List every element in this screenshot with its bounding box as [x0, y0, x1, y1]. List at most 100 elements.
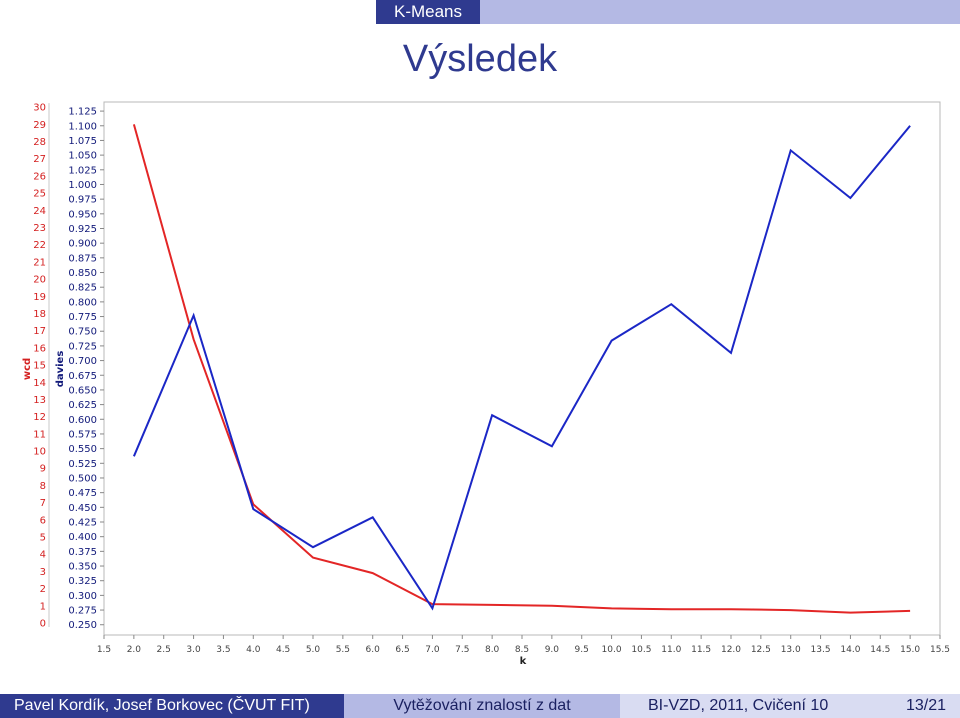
davies-tick-label: 0.250: [68, 620, 97, 631]
davies-tick-label: 0.475: [68, 488, 97, 499]
x-tick-label: 5.0: [306, 645, 321, 655]
x-tick-label: 3.5: [216, 645, 230, 655]
wcd-tick-label: 4: [40, 550, 46, 561]
wcd-tick-label: 6: [40, 515, 46, 526]
davies-tick-label: 1.025: [68, 165, 97, 176]
wcd-tick-label: 29: [33, 120, 46, 131]
wcd-tick-label: 0: [40, 618, 46, 629]
davies-tick-label: 1.125: [68, 107, 97, 118]
wcd-tick-label: 1: [40, 601, 46, 612]
davies-tick-label: 0.950: [68, 209, 97, 220]
wcd-tick-label: 5: [40, 532, 46, 543]
davies-tick-label: 0.550: [68, 444, 97, 455]
davies-tick-label: 0.500: [68, 473, 97, 484]
footer-authors: Pavel Kordík, Josef Borkovec (ČVUT FIT): [0, 694, 344, 718]
davies-tick-label: 0.775: [68, 312, 97, 323]
wcd-tick-label: 3: [40, 567, 46, 578]
x-tick-label: 11.5: [691, 645, 711, 655]
x-tick-label: 5.5: [336, 645, 350, 655]
davies-tick-label: 0.650: [68, 385, 97, 396]
x-tick-label: 10.0: [602, 645, 622, 655]
davies-tick-label: 0.400: [68, 532, 97, 543]
x-tick-label: 9.0: [545, 645, 560, 655]
davies-tick-label: 0.975: [68, 195, 97, 206]
davies-tick-label: 1.100: [68, 121, 97, 132]
footer-course-name: Vytěžování znalostí z dat: [344, 694, 620, 718]
davies-tick-label: 1.050: [68, 151, 97, 162]
wcd-tick-label: 13: [33, 395, 46, 406]
x-tick-label: 12.0: [721, 645, 741, 655]
wcd-tick-label: 14: [33, 378, 46, 389]
davies-tick-label: 0.525: [68, 459, 97, 470]
wcd-tick-label: 10: [33, 447, 46, 458]
davies-tick-label: 0.750: [68, 327, 97, 338]
wcd-tick-label: 24: [33, 206, 46, 217]
davies-tick-label: 0.375: [68, 547, 97, 558]
davies-axis-label: davies: [55, 351, 66, 388]
wcd-tick-label: 15: [33, 361, 46, 372]
davies-tick-label: 0.900: [68, 239, 97, 250]
x-axis-label: k: [520, 656, 527, 667]
davies-tick-label: 0.875: [68, 253, 97, 264]
davies-tick-label: 0.675: [68, 371, 97, 382]
davies-tick-label: 0.700: [68, 356, 97, 367]
wcd-tick-label: 19: [33, 292, 46, 303]
wcd-tick-label: 26: [33, 171, 46, 182]
wcd-tick-label: 8: [40, 481, 46, 492]
x-tick-label: 4.5: [276, 645, 290, 655]
wcd-tick-label: 27: [33, 154, 46, 165]
davies-tick-label: 0.425: [68, 518, 97, 529]
x-tick-label: 7.0: [425, 645, 440, 655]
davies-tick-label: 0.450: [68, 503, 97, 514]
davies-tick-label: 0.575: [68, 429, 97, 440]
x-tick-label: 2.5: [157, 645, 171, 655]
davies-tick-label: 1.075: [68, 136, 97, 147]
plot-area: [103, 101, 941, 636]
wcd-tick-label: 30: [33, 103, 46, 114]
wcd-tick-label: 23: [33, 223, 46, 234]
series-line-wcd: [132, 124, 911, 614]
davies-tick-label: 0.275: [68, 606, 97, 617]
x-tick-label: 14.5: [870, 645, 890, 655]
wcd-tick-label: 7: [40, 498, 46, 509]
x-tick-label: 13.0: [781, 645, 801, 655]
wcd-tick-label: 9: [40, 464, 46, 475]
x-tick-label: 7.5: [455, 645, 469, 655]
x-tick-label: 10.5: [631, 645, 651, 655]
x-tick-label: 3.0: [186, 645, 201, 655]
davies-tick-label: 0.825: [68, 283, 97, 294]
davies-tick-label: 0.350: [68, 562, 97, 573]
x-tick-label: 8.0: [485, 645, 500, 655]
davies-tick-label: 0.300: [68, 591, 97, 602]
wcd-tick-label: 22: [33, 240, 46, 251]
page-number: 13/21: [905, 697, 946, 714]
footer-course-info-box: BI-VZD, 2011, Cvičení 10 13/21: [620, 694, 960, 718]
wcd-tick-label: 21: [33, 257, 46, 268]
x-tick-label: 9.5: [575, 645, 589, 655]
davies-tick-label: 0.800: [68, 297, 97, 308]
wcd-axis-label: wcd: [22, 358, 33, 380]
series-line-davies: [132, 125, 911, 611]
wcd-tick-label: 12: [33, 412, 46, 423]
davies-tick-label: 0.925: [68, 224, 97, 235]
wcd-tick-label: 17: [33, 326, 46, 337]
footer-course-info: BI-VZD, 2011, Cvičení 10: [648, 697, 829, 714]
header-bar-section: [376, 0, 480, 24]
davies-tick-label: 1.000: [68, 180, 97, 191]
davies-tick-label: 0.725: [68, 341, 97, 352]
x-tick-label: 1.5: [97, 645, 111, 655]
x-tick-label: 6.0: [366, 645, 381, 655]
x-tick-label: 2.0: [127, 645, 142, 655]
slide-title: Výsledek: [402, 38, 558, 80]
wcd-tick-label: 16: [33, 343, 46, 354]
davies-tick-label: 0.625: [68, 400, 97, 411]
x-tick-label: 15.5: [930, 645, 950, 655]
wcd-tick-label: 25: [33, 189, 46, 200]
x-tick-label: 12.5: [751, 645, 771, 655]
x-tick-label: 11.0: [661, 645, 681, 655]
kmeans-line-chart: 1.5 2.0 2.5 3.0 3.5 4.0 4.5 5.0 5.5 6.0 6.5 7.0 7.5 8…: [22, 101, 950, 667]
wcd-tick-label: 28: [33, 137, 46, 148]
x-tick-label: 6.5: [395, 645, 409, 655]
x-tick-label: 4.0: [246, 645, 261, 655]
wcd-tick-label: 2: [40, 584, 46, 595]
